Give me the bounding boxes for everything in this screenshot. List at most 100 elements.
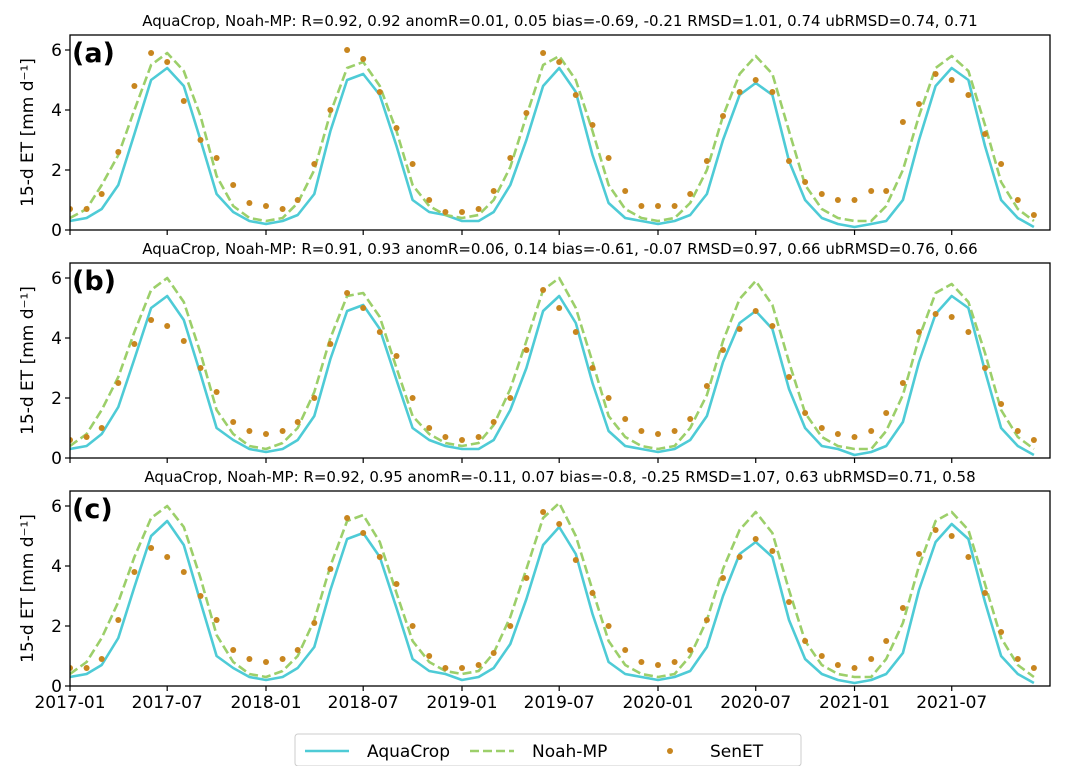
point-senet [916,329,922,335]
point-senet [720,575,726,581]
point-senet [409,161,416,167]
plot-area [70,47,1037,229]
point-senet [490,188,497,194]
legend-box [294,733,802,766]
point-senet [899,119,906,125]
point-senet [572,92,579,98]
point-senet [475,206,482,212]
point-senet [802,410,809,416]
point-senet [507,395,514,401]
point-senet [965,554,972,560]
y-tick-label: 0 [51,221,62,241]
x-tick-label: 2020-01 [622,693,693,713]
panel-stats-text: AquaCrop, Noah-MP: R=0.92, 0.95 anomR=-0… [144,468,975,486]
point-senet [965,92,972,98]
y-tick-label: 2 [51,617,62,637]
point-senet [752,536,759,542]
point-senet [998,401,1005,407]
point-senet [376,89,383,95]
point-senet [932,527,939,533]
y-axis-label: 15-d ET [mm d⁻¹] [18,286,38,435]
point-senet [98,191,105,197]
point-senet [818,653,825,659]
point-senet [344,515,351,521]
point-senet [197,593,204,599]
point-senet [490,650,497,656]
legend-label: Noah-MP [532,742,607,762]
point-senet [932,71,939,77]
point-senet [883,188,890,194]
point-senet [638,659,645,665]
point-senet [818,191,825,197]
point-senet [638,428,645,434]
series-line-noah-mp [70,276,1035,451]
point-senet [965,329,972,335]
point-senet [230,647,237,653]
point-senet [507,155,514,161]
point-senet [459,665,465,671]
point-senet [311,161,318,167]
x-tick-label: 2017-07 [132,693,203,713]
point-senet [982,131,988,137]
point-senet [327,566,334,572]
x-tick-label: 2021-01 [819,693,890,713]
panel-label: (a) [72,38,115,69]
point-senet [360,530,367,536]
point-senet [213,389,220,395]
point-senet [998,161,1005,167]
x-tick-label: 2019-01 [426,693,497,713]
point-senet [523,110,530,116]
point-senet [246,656,253,662]
axes-frame [69,34,1051,231]
panel-label: (c) [72,494,113,525]
point-senet [98,425,105,431]
point-senet [246,428,253,434]
point-senet [687,191,694,197]
y-tick-label: 6 [51,497,62,517]
point-senet [703,383,710,389]
point-senet [589,122,596,128]
point-senet [703,158,710,164]
point-senet [605,623,612,629]
point-senet [360,305,367,311]
point-senet [148,317,155,323]
point-senet [556,59,563,65]
x-tick-label: 2017-01 [34,693,105,713]
y-tick-label: 2 [51,161,62,181]
point-senet [671,203,678,209]
point-senet [279,206,286,212]
point-senet [507,623,514,629]
point-senet [442,665,449,671]
point-senet [1014,656,1021,662]
point-senet [720,347,726,353]
point-senet [523,347,530,353]
point-senet [802,179,809,185]
point-senet [916,101,922,107]
y-tick-label: 4 [51,557,62,577]
point-senet [393,581,400,587]
y-tick-label: 2 [51,389,62,409]
point-senet [982,365,988,371]
point-senet [655,431,661,437]
point-senet [720,113,726,119]
point-senet [523,575,530,581]
point-senet [279,656,286,662]
y-axis-label: 15-d ET [mm d⁻¹] [18,58,38,207]
point-senet [948,533,955,539]
point-senet [932,311,939,317]
point-senet [442,434,449,440]
point-senet [180,98,187,104]
y-tick-label: 4 [51,101,62,121]
panel-label: (b) [72,266,116,297]
panel-stats-text: AquaCrop, Noah-MP: R=0.92, 0.92 anomR=0.… [142,12,977,30]
point-senet [1030,212,1037,218]
plot-area [70,501,1037,685]
point-senet [98,656,105,662]
point-senet [982,590,988,596]
point-senet [344,290,351,296]
point-senet [752,308,759,314]
point-senet [197,137,204,143]
point-senet [736,554,743,560]
series-line-aquacrop [70,294,1035,457]
